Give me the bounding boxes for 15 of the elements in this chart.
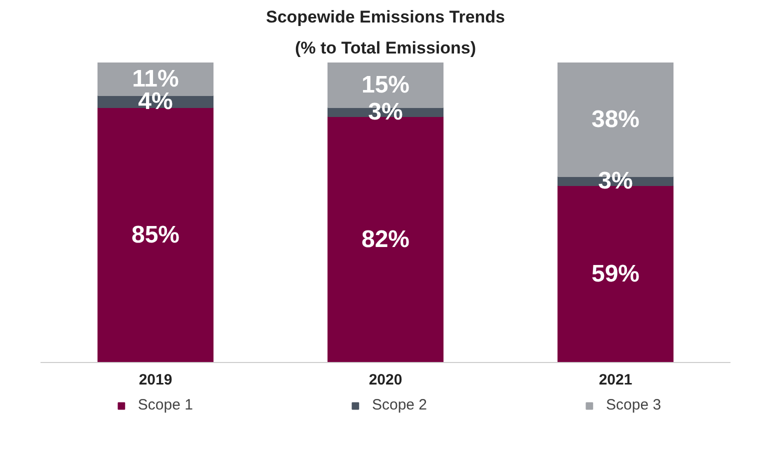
x-tick-label: 2021 — [598, 372, 632, 388]
x-tick-label: 2020 — [368, 372, 402, 388]
data-label: 3% — [598, 168, 633, 194]
data-label: 38% — [591, 106, 640, 133]
data-label: 15% — [361, 72, 410, 98]
data-label: 59% — [591, 260, 640, 288]
legend-label: Scope 3 — [606, 396, 662, 414]
data-label: 3% — [368, 98, 403, 126]
chart-subtitle: (% to Total Emissions) — [294, 38, 476, 58]
legend-label: Scope 1 — [138, 396, 193, 414]
chart-title: Scopewide Emissions Trends — [266, 8, 506, 26]
data-label: 82% — [361, 226, 410, 253]
legend-label: Scope 2 — [372, 396, 428, 414]
data-label: 85% — [131, 222, 180, 248]
x-tick-label: 2019 — [138, 372, 172, 388]
